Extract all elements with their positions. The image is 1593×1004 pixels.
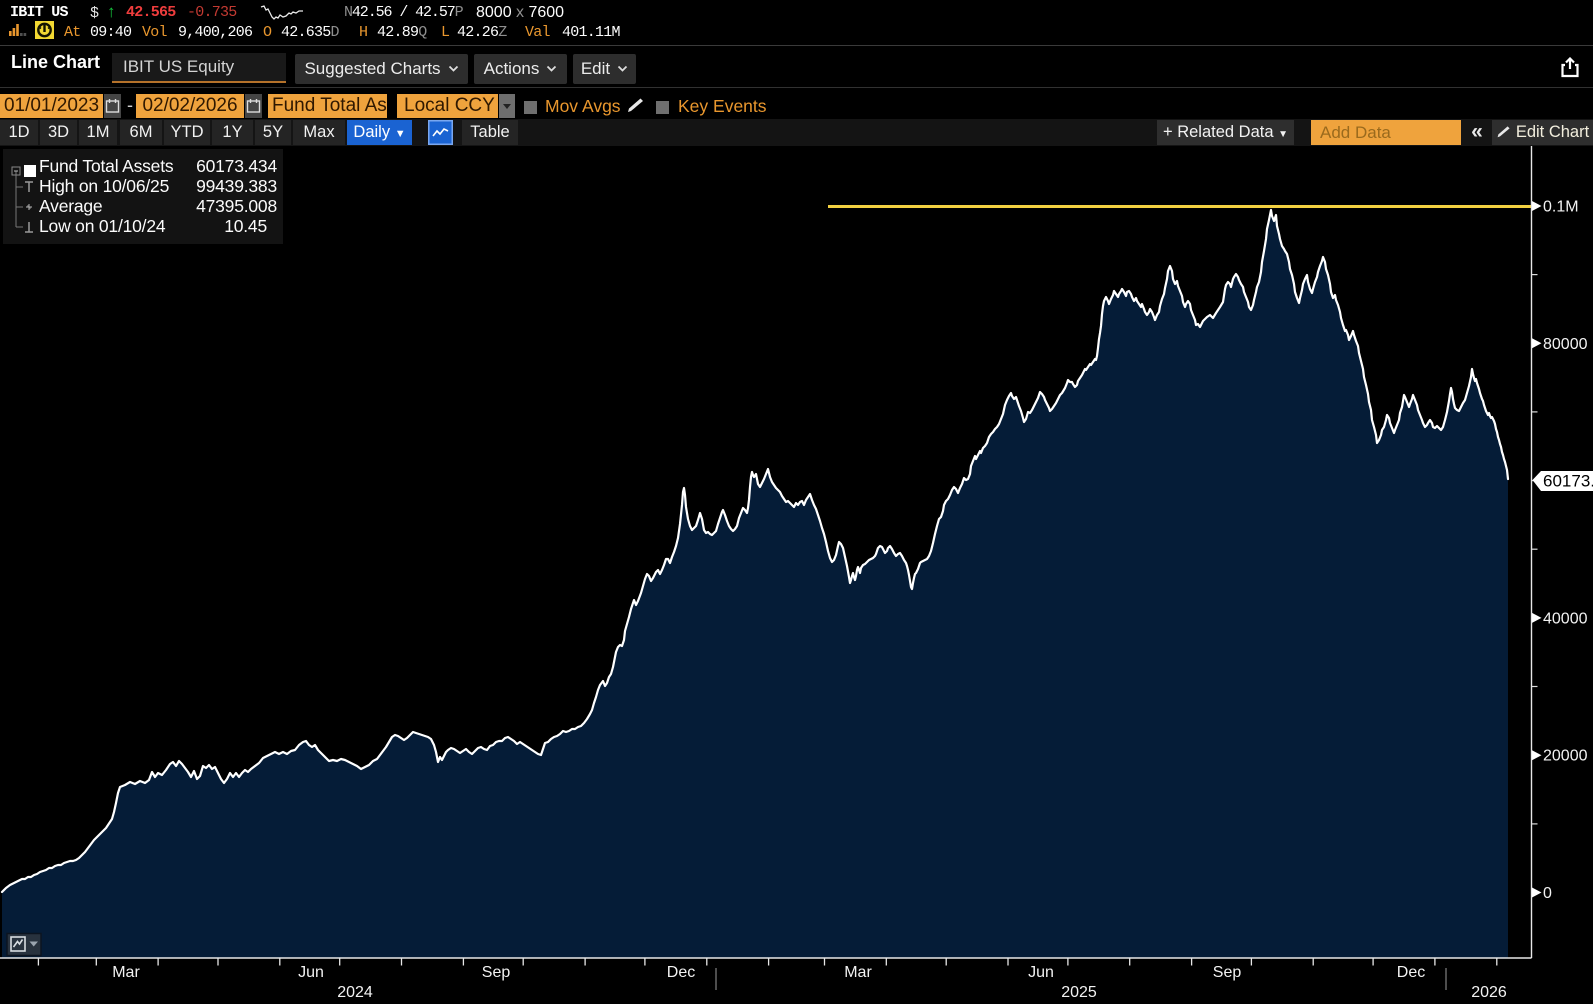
svg-text:40000: 40000 (1543, 610, 1588, 627)
svg-text:2024: 2024 (337, 984, 373, 1001)
svg-text:Jun: Jun (298, 964, 324, 981)
svg-text:0: 0 (1543, 885, 1552, 902)
svg-text:Mar: Mar (844, 964, 872, 981)
svg-text:Mar: Mar (112, 964, 140, 981)
svg-text:80000: 80000 (1543, 336, 1588, 353)
svg-text:60173.: 60173. (1543, 472, 1593, 491)
svg-text:2026: 2026 (1471, 984, 1507, 1001)
svg-text:Dec: Dec (667, 964, 695, 981)
svg-text:Sep: Sep (1213, 964, 1242, 981)
svg-text:Sep: Sep (482, 964, 511, 981)
svg-text:Dec: Dec (1397, 964, 1425, 981)
svg-text:Jun: Jun (1028, 964, 1054, 981)
svg-text:20000: 20000 (1543, 748, 1588, 765)
svg-text:0.1M: 0.1M (1543, 199, 1579, 216)
svg-text:2025: 2025 (1061, 984, 1097, 1001)
